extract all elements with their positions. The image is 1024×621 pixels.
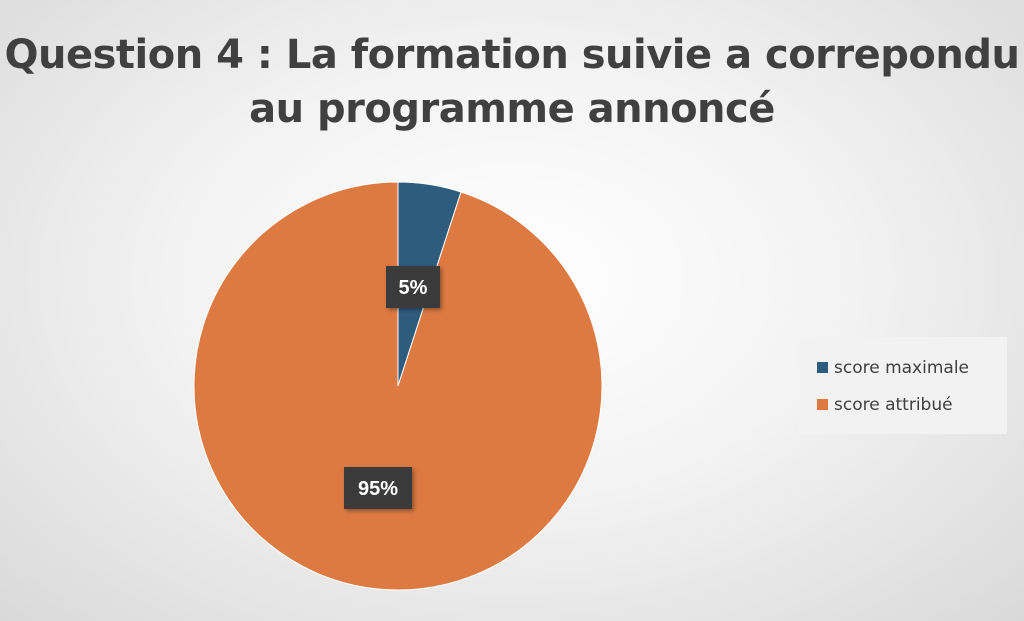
chart-title: Question 4 : La formation suivie a corre…: [4, 32, 1020, 132]
data-label-text: 95%: [358, 478, 398, 500]
data-label-box: [344, 467, 412, 509]
legend-item-score-maximale: score maximale: [799, 349, 1007, 386]
legend-swatch-score-maximale: [817, 362, 828, 373]
legend-label-score-attribue: score attribué: [834, 394, 953, 415]
pie-slice-score-attribue: [193, 181, 603, 591]
legend: score maximale score attribué: [799, 337, 1007, 434]
data-label-score-attribue: 95%: [344, 467, 412, 509]
data-label-box: [386, 266, 440, 308]
legend-swatch-score-attribue: [817, 399, 828, 410]
legend-item-score-attribue: score attribué: [799, 386, 1007, 423]
data-label-score-maximale: 5%: [386, 266, 440, 308]
legend-label-score-maximale: score maximale: [834, 357, 970, 378]
data-label-text: 5%: [399, 277, 428, 299]
